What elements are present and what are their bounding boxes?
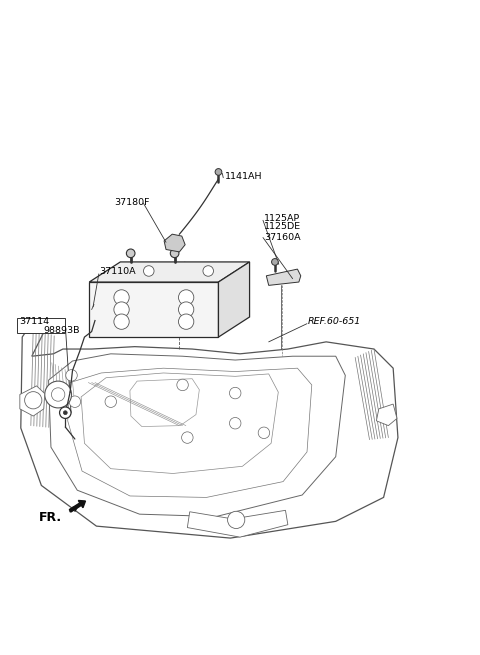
Polygon shape [68,368,312,497]
Circle shape [229,387,241,399]
Circle shape [126,249,135,257]
Text: 1125AP: 1125AP [264,214,300,223]
Polygon shape [81,373,278,474]
Text: 37114: 37114 [19,317,49,326]
Circle shape [181,432,193,443]
Circle shape [203,266,214,276]
Text: 98893B: 98893B [44,326,80,335]
FancyArrow shape [69,500,85,512]
Circle shape [215,168,222,176]
Text: 1125DE: 1125DE [264,223,301,231]
Circle shape [114,290,129,305]
Polygon shape [48,354,345,517]
Polygon shape [21,323,398,538]
Text: 37180F: 37180F [115,198,150,206]
Text: REF.60-651: REF.60-651 [308,317,361,326]
Text: 1141AH: 1141AH [225,172,262,181]
Text: 37160A: 37160A [264,233,300,242]
Circle shape [229,417,241,429]
Polygon shape [376,404,397,426]
Polygon shape [187,510,288,537]
Polygon shape [218,262,250,337]
Circle shape [272,259,278,265]
Polygon shape [130,379,199,426]
Polygon shape [89,282,218,337]
Circle shape [66,369,77,381]
Circle shape [258,427,270,439]
Circle shape [105,396,117,407]
Circle shape [69,396,81,407]
Circle shape [144,266,154,276]
Circle shape [179,302,194,317]
Polygon shape [20,386,45,416]
Circle shape [63,411,67,415]
Circle shape [114,314,129,329]
Circle shape [228,512,245,529]
Polygon shape [17,318,65,333]
Circle shape [24,392,42,409]
Polygon shape [266,269,301,286]
Circle shape [170,249,179,257]
Polygon shape [89,262,250,282]
Circle shape [177,379,188,390]
Polygon shape [164,234,185,252]
Circle shape [60,407,71,419]
Text: FR.: FR. [39,512,62,525]
Circle shape [179,290,194,305]
Polygon shape [30,394,44,407]
Circle shape [179,314,194,329]
Text: 37110A: 37110A [99,267,135,276]
Circle shape [114,302,129,317]
Circle shape [45,381,72,408]
Circle shape [51,388,65,402]
